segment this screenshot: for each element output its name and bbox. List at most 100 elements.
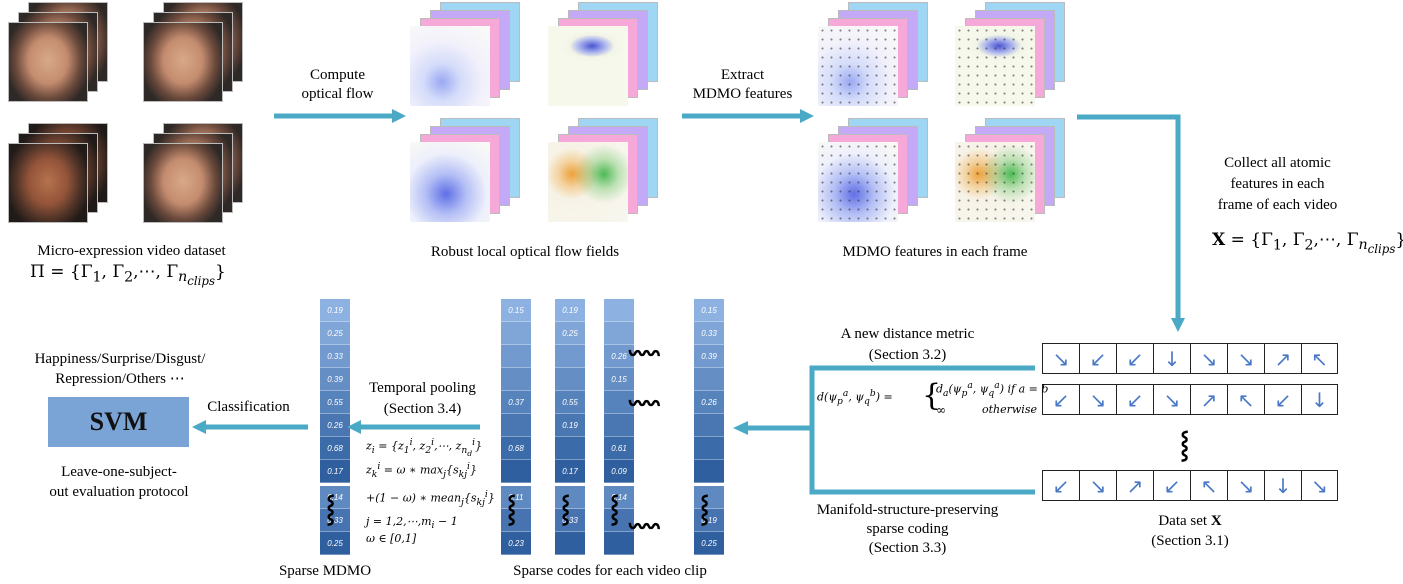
sparse-mdmo-bottom: 0.14 0.33 0.25 <box>320 486 350 555</box>
code-cell: 0.26 <box>694 391 724 414</box>
code-cell: 0.15 <box>694 299 724 322</box>
code-cell: 0.68 <box>320 437 350 460</box>
dataset-cell: ↘ <box>1190 343 1227 374</box>
row-ellipsis: ⸾ <box>630 348 661 358</box>
row-ellipsis: ⸾ <box>630 521 661 531</box>
dataset-cell: ↘ <box>1227 470 1264 501</box>
code-cell: 0.68 <box>501 437 531 460</box>
code-cell <box>555 532 585 555</box>
code-cell <box>604 322 634 345</box>
dataset-row-2: ↙ ↘ ↙ ↘ ↗ ↖ ↙ ↓ <box>1042 384 1338 415</box>
pool-eq-3: +(1 − ω) ∗ meanj{skji} <box>366 489 495 508</box>
classification-label: Classification <box>207 399 290 415</box>
collect-label-3: frame of each video <box>1217 197 1338 213</box>
dataset-cell: ↓ <box>1264 470 1301 501</box>
code-cell: 0.19 <box>320 299 350 322</box>
code-cell: 0.33 <box>694 322 724 345</box>
code-cell: 0.15 <box>604 368 634 391</box>
code-column-2-bottom: 0.33 <box>555 486 585 555</box>
code-cell <box>694 414 724 437</box>
code-cell <box>694 486 724 509</box>
dataset-cell: ↖ <box>1227 384 1264 415</box>
distance-title: A new distance metric <box>840 326 975 342</box>
code-cell: 0.55 <box>555 391 585 414</box>
code-column-4-bottom: 0.19 0.25 <box>694 486 724 555</box>
code-cell <box>694 368 724 391</box>
dataset-row-3: ↙ ↘ ↗ ↙ ↖ ↘ ↓ ↘ <box>1042 470 1338 501</box>
distance-section: (Section 3.2) <box>868 347 947 363</box>
code-cell <box>604 391 634 414</box>
code-cell: 0.19 <box>694 509 724 532</box>
temporal-pooling-1: Temporal pooling <box>369 380 476 396</box>
code-cell: 0.14 <box>604 486 634 509</box>
code-column-2-top: 0.19 0.25 0.55 0.19 0.17 <box>555 299 585 483</box>
compute-flow-label-1: Compute <box>310 67 365 83</box>
extract-label-1: Extract <box>720 67 765 83</box>
classes-label-2: Repression/Others ⋯ <box>55 371 185 387</box>
pool-eq-1: zi = {z1i, z2i,⋯, zndi} <box>366 437 483 458</box>
code-cell: 0.39 <box>320 368 350 391</box>
msp-coding-1: Manifold-structure-preserving <box>816 502 999 518</box>
row-ellipsis: ⸾ <box>630 398 661 408</box>
distance-case-2-left: ∞ <box>936 403 946 417</box>
dataset-cell: ↗ <box>1190 384 1227 415</box>
dataset-cell: ↘ <box>1079 470 1116 501</box>
dataset-title: Micro-expression video dataset <box>37 243 226 259</box>
dataset-cell: ↙ <box>1116 343 1153 374</box>
sparse-codes-label: Sparse codes for each video clip <box>513 563 707 579</box>
code-cell: 0.19 <box>555 414 585 437</box>
dataset-cell: ↙ <box>1042 384 1079 415</box>
pool-eq-2: zki = ω ∗ maxj{skji} <box>366 461 477 480</box>
dataset-formula: Π = {Γ1, Γ2,⋯, Γnclips} <box>30 262 226 289</box>
pool-eq-4: j = 1,2,⋯,mi − 1 <box>366 515 458 532</box>
distance-formula: d(ψpa, ψqb) = <box>817 388 893 407</box>
code-cell <box>501 460 531 483</box>
code-cell: 0.11 <box>501 486 531 509</box>
code-cell: 0.33 <box>555 509 585 532</box>
extract-label-2: MDMO features <box>692 86 793 102</box>
flow-fields-label: Robust local optical flow fields <box>430 244 620 260</box>
collect-arrow <box>1077 114 1185 332</box>
dataset-cell: ↙ <box>1116 384 1153 415</box>
code-cell <box>501 322 531 345</box>
distance-brace: { <box>922 378 942 413</box>
dataset-cell: ↗ <box>1116 470 1153 501</box>
code-cell: 0.25 <box>694 532 724 555</box>
code-cell <box>604 532 634 555</box>
dataset-x-label: Data set X <box>1158 513 1222 529</box>
code-cell: 0.33 <box>320 509 350 532</box>
code-column-1-bottom: 0.11 0.23 <box>501 486 531 555</box>
code-cell <box>501 414 531 437</box>
classification-arrow <box>192 420 308 434</box>
dataset-cell: ↓ <box>1301 384 1338 415</box>
code-cell <box>604 414 634 437</box>
code-cell: 0.39 <box>694 345 724 368</box>
code-cell <box>555 368 585 391</box>
msp-coding-2: sparse coding <box>866 521 949 537</box>
distance-case-2-right: otherwise <box>982 403 1037 416</box>
temporal-pooling-2: (Section 3.4) <box>383 401 462 417</box>
dataset-cell: ↘ <box>1079 384 1116 415</box>
code-column-1-top: 0.15 0.37 0.68 <box>501 299 531 483</box>
code-cell: 0.17 <box>320 460 350 483</box>
code-cell <box>694 437 724 460</box>
code-cell <box>555 486 585 509</box>
code-cell <box>555 437 585 460</box>
distance-case-1: da(ψpa, ψqa) if a = b <box>936 380 1049 399</box>
code-cell <box>604 509 634 532</box>
svm-box: SVM <box>48 397 189 447</box>
code-cell <box>604 299 634 322</box>
code-column-3-bottom: 0.14 <box>604 486 634 555</box>
column-ellipsis: ⸾ <box>561 494 571 524</box>
collect-label-2: features in each <box>1230 176 1325 192</box>
protocol-label-2: out evaluation protocol <box>49 484 189 500</box>
dataset-cell: ↘ <box>1042 343 1079 374</box>
column-ellipsis: ⸾ <box>507 494 517 524</box>
code-column-4-top: 0.15 0.33 0.39 0.26 <box>694 299 724 483</box>
code-cell <box>501 345 531 368</box>
compute-flow-label-2: optical flow <box>301 86 374 102</box>
code-cell <box>694 460 724 483</box>
code-cell: 0.33 <box>320 345 350 368</box>
classes-label-1: Happiness/Surprise/Disgust/ <box>34 351 206 367</box>
compute-flow-arrow <box>274 109 406 123</box>
